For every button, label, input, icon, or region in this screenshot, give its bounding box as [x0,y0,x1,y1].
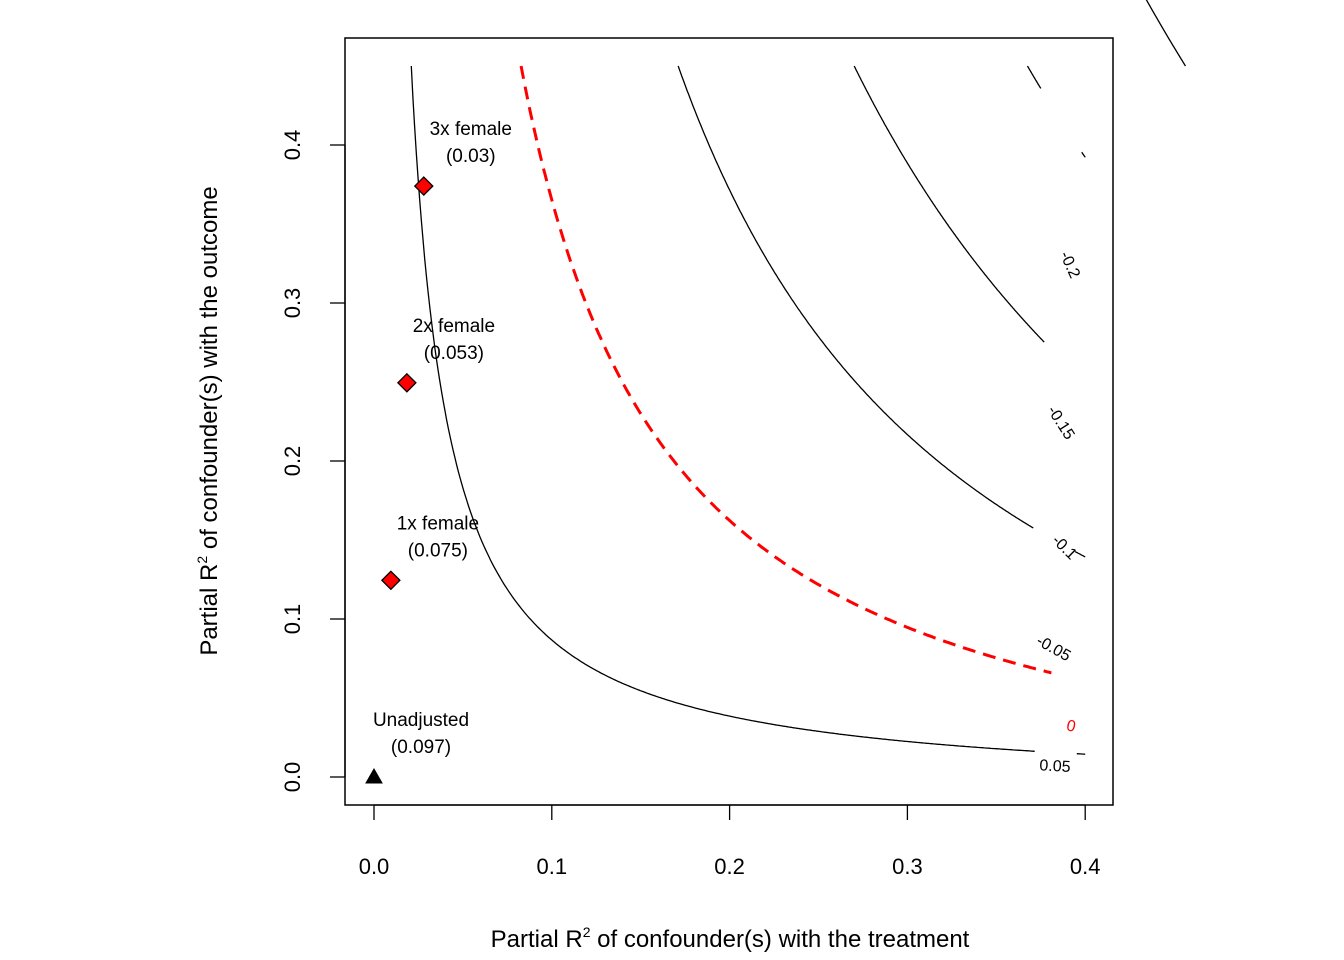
contour-line [1026,65,1042,89]
unadjusted-point [365,767,383,784]
contour-line [853,65,1045,343]
benchmark-point [396,372,417,393]
contour-line [519,65,1052,675]
contour-label: -0.2 [1056,249,1083,281]
benchmark-point [380,570,401,591]
point-value-label: (0.097) [391,737,451,758]
y-tick-label: 0.0 [280,762,305,793]
x-tick-label: 0.2 [714,854,745,879]
contour-line [1074,551,1086,558]
contour-label: -0.15 [1044,403,1078,443]
y-tick-label: 0.3 [280,288,305,319]
point-name-label: Unadjusted [373,710,469,731]
y-axis-title: Partial R2 of confounder(s) with the out… [194,186,223,655]
benchmark-labels: Unadjusted (0.097) 1x female (0.075) 2x fema… [373,119,512,758]
contour-line [677,65,1034,529]
contour-lines [410,0,1187,755]
point-name-label: 3x female [430,119,512,140]
y-tick-label: 0.2 [280,446,305,477]
contour-line [410,65,1035,752]
contour-label: 0.05 [1039,757,1071,776]
y-tick-label: 0.1 [280,604,305,635]
contour-label: 0 [1065,717,1078,736]
benchmark-points [365,176,434,784]
contour-line [1076,753,1086,755]
contour-label: -0.05 [1033,632,1073,665]
y-axis: 0.0 0.1 0.2 0.3 0.4 [280,130,346,793]
contour-line [1145,0,1187,67]
point-value-label: (0.053) [424,343,484,364]
contour-line [1081,151,1086,158]
contour-label: -0.1 [1048,532,1080,564]
x-axis: 0.0 0.1 0.2 0.3 0.4 [359,804,1101,879]
contour-labels: 0.05 0 -0.05 -0.1 -0.15 -0.2 [1033,249,1083,776]
x-tick-label: 0.3 [892,854,923,879]
point-value-label: (0.075) [408,540,468,561]
y-tick-label: 0.4 [280,130,305,161]
x-tick-label: 0.0 [359,854,390,879]
point-value-label: (0.03) [446,146,496,167]
point-name-label: 2x female [413,316,495,337]
x-tick-label: 0.1 [537,854,568,879]
benchmark-point [413,176,434,196]
x-axis-title: Partial R2 of confounder(s) with the tre… [491,924,970,953]
point-name-label: 1x female [397,513,479,534]
x-tick-label: 0.4 [1070,854,1101,879]
